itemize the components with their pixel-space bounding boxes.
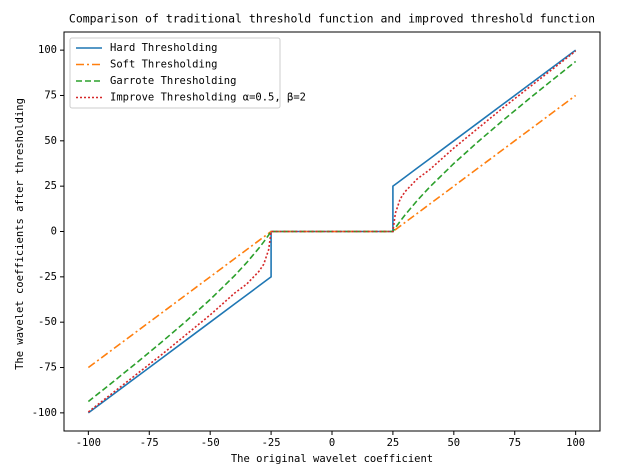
y-tick-label: 25 [44,180,57,192]
y-tick-label: 75 [44,89,57,101]
y-axis-label: The wavelet coefficients after threshold… [14,98,26,370]
x-axis-label: The original wavelet coefficient [231,453,433,465]
y-tick-label: 0 [51,226,57,238]
y-tick-label: 50 [44,135,57,147]
x-tick-label: 25 [387,437,400,449]
y-tick-label: 100 [38,44,57,56]
legend-label: Improve Thresholding α=0.5, β=2 [110,92,306,104]
x-tick-label: -50 [201,437,220,449]
x-tick-label: 0 [329,437,335,449]
x-tick-label: 100 [566,437,585,449]
x-tick-label: -25 [262,437,281,449]
legend-frame [69,37,281,109]
chart-title: Comparison of traditional threshold func… [69,12,595,26]
x-tick-label: -100 [76,437,101,449]
y-tick-label: -25 [38,271,57,283]
x-tick-label: -75 [140,437,159,449]
x-tick-label: 50 [447,437,460,449]
y-tick-label: -50 [38,316,57,328]
legend-label: Hard Thresholding [110,42,217,54]
series-line [87,50,577,413]
legend-label: Soft Thresholding [110,59,217,71]
y-tick-label: -75 [38,362,57,374]
y-tick-label: -100 [32,407,57,419]
x-tick-label: 75 [508,437,521,449]
plot-frame [63,31,601,432]
legend-label: Garrote Thresholding [110,75,236,87]
